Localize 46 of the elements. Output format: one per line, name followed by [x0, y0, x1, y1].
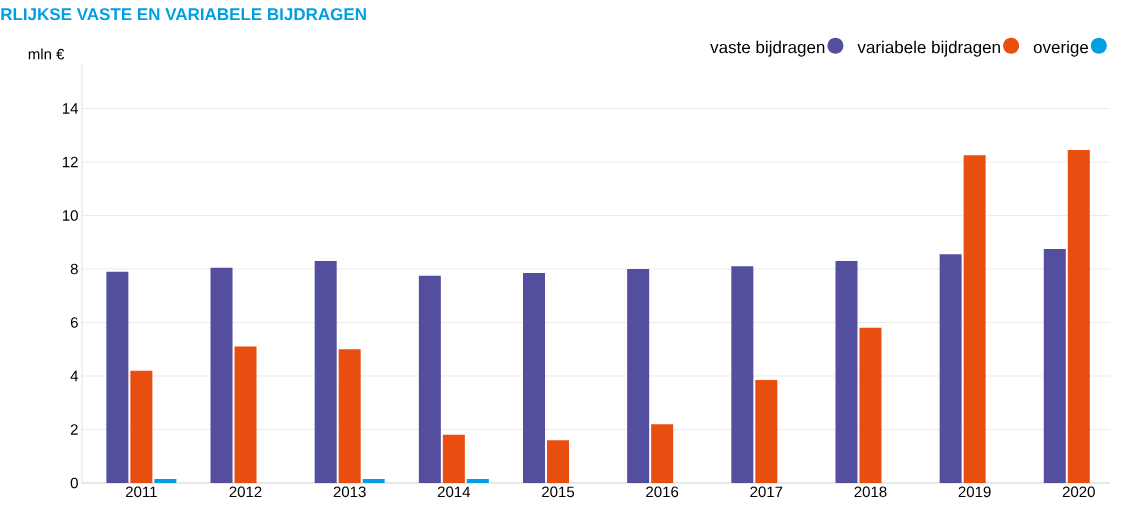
- bar: [418, 275, 441, 483]
- x-tick-label: 2016: [646, 486, 679, 498]
- legend-label: overige: [1033, 40, 1089, 57]
- bar: [523, 273, 545, 483]
- x-tick-label: 2015: [542, 486, 575, 498]
- y-tick-label: 14: [62, 103, 79, 114]
- bar: [314, 260, 337, 483]
- chart-title: RLIJKSE VASTE EN VARIABELE BIJDRAGEN: [1, 8, 366, 21]
- bar: [234, 346, 257, 483]
- y-tick-label: 10: [62, 210, 78, 221]
- bar: [731, 266, 754, 483]
- bar: [130, 370, 153, 483]
- y-axis-title: mln €: [28, 48, 65, 60]
- x-tick-label: 2019: [958, 486, 991, 498]
- x-tick-label: 2011: [126, 486, 157, 498]
- y-tick-label: 2: [70, 424, 78, 435]
- x-tick-label: 2017: [750, 486, 783, 498]
- x-tick-label: 2014: [437, 486, 471, 498]
- y-tick-label: 4: [70, 370, 79, 382]
- legend-label: variabele bijdragen: [857, 40, 1000, 57]
- x-tick-label: 2013: [333, 486, 366, 498]
- y-tick-label: 0: [70, 477, 78, 489]
- bar: [106, 271, 129, 483]
- bar: [338, 349, 361, 483]
- x-tick-label: 2012: [229, 486, 262, 498]
- bar: [627, 268, 650, 483]
- bar: [651, 424, 674, 483]
- legend-label: vaste bijdragen: [710, 40, 825, 57]
- y-tick-label: 8: [70, 263, 78, 275]
- bar: [362, 478, 385, 483]
- x-tick-label: 2020: [1062, 486, 1095, 498]
- bar: [1043, 248, 1066, 483]
- y-tick-label: 12: [62, 156, 78, 168]
- x-tick-label: 2018: [854, 486, 887, 498]
- bar: [1067, 149, 1090, 483]
- y-tick-label: 6: [70, 317, 78, 328]
- bar: [859, 327, 882, 483]
- bar: [466, 478, 489, 483]
- bar: [210, 267, 233, 483]
- bar: [963, 155, 986, 483]
- bar: [755, 380, 778, 483]
- bar: [442, 434, 465, 483]
- bar: [547, 440, 569, 483]
- bar: [835, 260, 858, 483]
- bar: [939, 254, 962, 483]
- bar: [154, 478, 177, 483]
